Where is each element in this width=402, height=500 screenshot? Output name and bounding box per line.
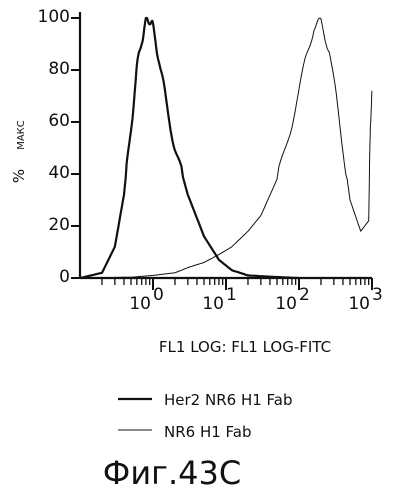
x-tick-label: 10 (202, 294, 224, 314)
axes: 020406080100100101102103 (38, 7, 383, 314)
plot-area (80, 18, 372, 278)
x-axis-title: FL1 LOG: FL1 LOG-FITC (159, 338, 331, 356)
legend-label-her2: Her2 NR6 H1 Fab (164, 391, 293, 409)
y-tick-label: 20 (48, 215, 70, 235)
x-tick-label: 10 (275, 294, 297, 314)
x-tick-label: 10 (348, 294, 370, 314)
y-tick-label: 0 (59, 267, 70, 287)
legend: Her2 NR6 H1 Fab NR6 H1 Fab (118, 391, 293, 441)
y-tick-label: 100 (38, 7, 70, 27)
x-tick-label: 10 (129, 294, 151, 314)
series-line-her2-nr6-h1-fab (80, 18, 299, 278)
x-tick-exponent: 3 (372, 285, 383, 305)
y-tick-label: 60 (48, 111, 70, 131)
x-tick-exponent: 2 (299, 285, 310, 305)
y-tick-label: 80 (48, 59, 70, 79)
x-tick-exponent: 1 (226, 285, 237, 305)
y-tick-label: 40 (48, 163, 70, 183)
y-axis-title: % МАКС (10, 120, 28, 183)
x-tick-exponent: 0 (153, 285, 164, 305)
legend-label-nr6: NR6 H1 Fab (164, 423, 252, 441)
figure-caption: Фиг.43С (103, 454, 241, 492)
series-line-nr6-h1-fab (80, 18, 372, 278)
y-axis-title-sub: МАКС (16, 120, 27, 150)
y-axis-title-main: % (10, 169, 28, 183)
